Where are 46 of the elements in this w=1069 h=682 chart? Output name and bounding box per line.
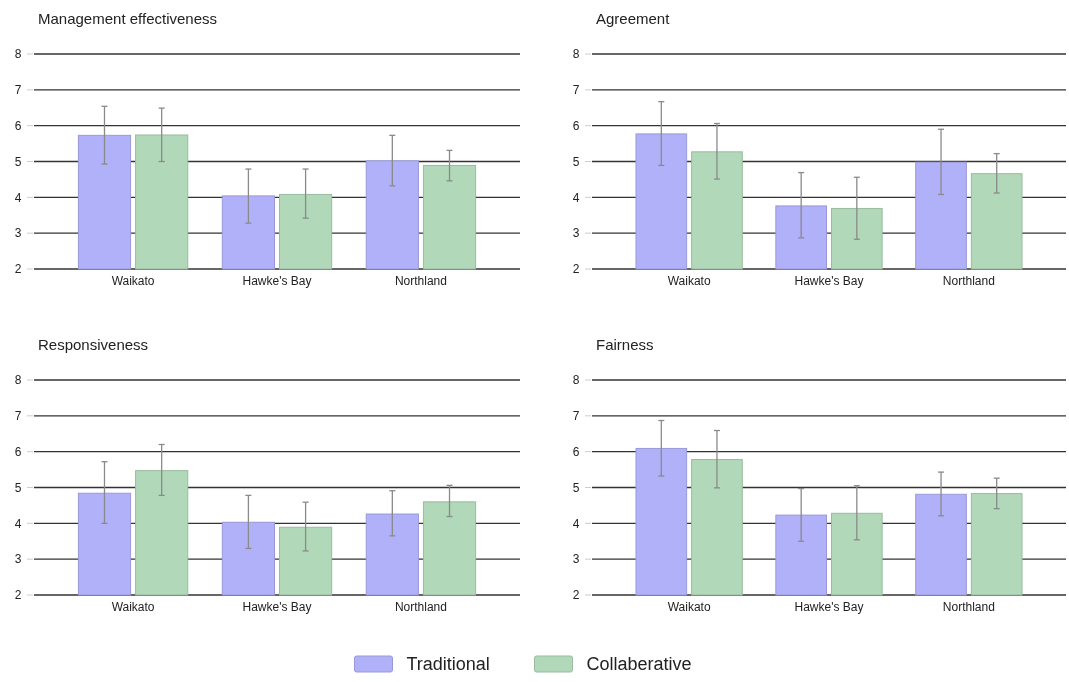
x-tick-label: Waikato: [111, 600, 155, 614]
y-tick-label: 2: [572, 588, 580, 603]
y-tick-label: 8: [572, 47, 580, 62]
x-tick-label: Waikato: [111, 274, 155, 288]
y-tick-label: 8: [14, 373, 22, 388]
y-tick-label: 4: [14, 190, 22, 205]
x-tick-label: Waikato: [667, 600, 711, 614]
y-tick-label: 6: [572, 444, 580, 459]
y-tick-label: 3: [572, 226, 580, 241]
y-tick-label: 3: [572, 552, 580, 567]
y-tick-label: 7: [572, 409, 580, 424]
y-tick-label: 7: [572, 83, 580, 98]
x-tick-label: Northland: [394, 600, 447, 614]
x-tick-label: Waikato: [667, 274, 711, 288]
x-tick-label: Hawke's Bay: [242, 274, 312, 288]
y-tick-label: 4: [14, 516, 22, 531]
chart-title: Management effectiveness: [38, 10, 217, 27]
y-tick-label: 3: [14, 226, 22, 241]
y-tick-label: 5: [14, 154, 22, 169]
chart-title: Agreement: [596, 10, 671, 27]
y-tick-label: 4: [572, 190, 580, 205]
y-tick-label: 6: [14, 444, 22, 459]
x-tick-label: Hawke's Bay: [242, 600, 312, 614]
x-tick-label: Northland: [942, 274, 995, 288]
y-tick-label: 8: [14, 47, 22, 62]
y-tick-label: 7: [14, 409, 22, 424]
x-tick-label: Hawke's Bay: [794, 600, 864, 614]
x-tick-label: Northland: [394, 274, 447, 288]
chart-title: Fairness: [596, 336, 654, 353]
y-tick-label: 2: [14, 262, 22, 277]
y-tick-label: 5: [572, 480, 580, 495]
y-tick-label: 2: [14, 588, 22, 603]
x-tick-label: Northland: [942, 600, 995, 614]
y-tick-label: 8: [572, 373, 580, 388]
y-tick-label: 5: [14, 480, 22, 495]
y-tick-label: 3: [14, 552, 22, 567]
y-tick-label: 2: [572, 262, 580, 277]
y-tick-label: 5: [572, 154, 580, 169]
y-tick-label: 7: [14, 83, 22, 98]
legend-label: Collaberative: [586, 654, 692, 674]
x-tick-label: Hawke's Bay: [794, 274, 864, 288]
y-tick-label: 6: [14, 118, 22, 133]
y-tick-label: 4: [572, 516, 580, 531]
chart-title: Responsiveness: [38, 336, 149, 353]
y-tick-label: 6: [572, 118, 580, 133]
legend-label: Traditional: [406, 654, 490, 674]
